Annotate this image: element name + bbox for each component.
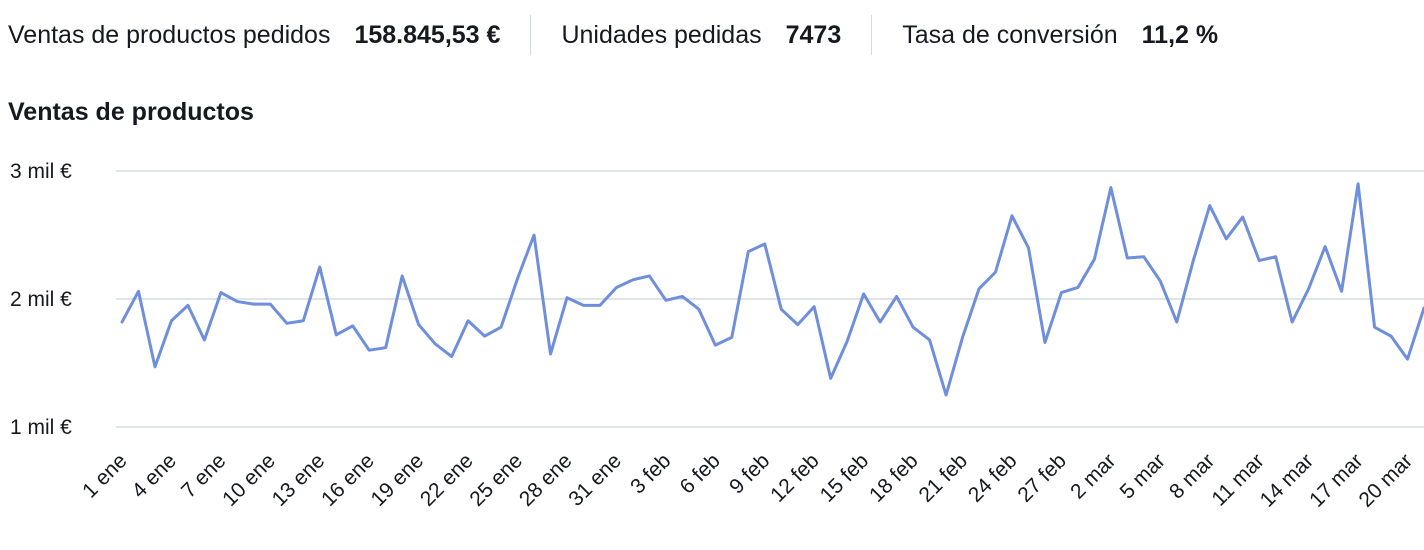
metric-label: Ventas de productos pedidos xyxy=(8,20,331,49)
metric-ordered-product-sales: Ventas de productos pedidos 158.845,53 € xyxy=(8,14,500,56)
metric-units-ordered: Unidades pedidas 7473 xyxy=(561,14,841,56)
metrics-bar: Ventas de productos pedidos 158.845,53 €… xyxy=(8,14,1218,56)
series-layer xyxy=(120,182,1424,397)
gridlines xyxy=(116,170,1424,428)
metric-divider xyxy=(871,15,873,55)
x-tick-label: 28 ene xyxy=(515,449,577,511)
x-tick-label: 11 mar xyxy=(1207,449,1268,510)
x-tick-label: 13 ene xyxy=(268,449,330,511)
x-tick-label: 3 feb xyxy=(626,449,675,498)
x-tick-label: 15 feb xyxy=(816,449,874,507)
metric-value: 11,2 % xyxy=(1141,20,1219,49)
series-line-ventas xyxy=(120,182,1424,397)
x-tick-label: 2 mar xyxy=(1066,449,1120,503)
x-tick-label: 6 feb xyxy=(676,449,725,498)
x-tick-label: 14 mar xyxy=(1256,449,1318,511)
y-tick-label: 2 mil € xyxy=(10,288,72,311)
metric-conversion-rate: Tasa de conversión 11,2 % xyxy=(902,14,1218,56)
x-tick-label: 10 ene xyxy=(218,449,280,511)
x-tick-label: 24 feb xyxy=(964,449,1022,507)
x-tick-label: 31 ene xyxy=(564,449,626,511)
x-tick-label: 12 feb xyxy=(766,449,824,507)
x-tick-label: 5 mar xyxy=(1116,449,1170,503)
x-tick-label: 1 ene xyxy=(78,449,131,502)
x-tick-label: 16 ene xyxy=(317,449,379,511)
x-tick-label: 25 ene xyxy=(465,449,527,511)
metric-value: 158.845,53 € xyxy=(354,20,501,49)
x-tick-label: 19 ene xyxy=(367,449,429,511)
metric-label: Tasa de conversión xyxy=(902,20,1118,49)
metric-label: Unidades pedidas xyxy=(561,20,762,49)
x-tick-label: 20 mar xyxy=(1355,449,1417,511)
x-tick-label: 18 feb xyxy=(865,449,923,507)
metric-value: 7473 xyxy=(785,20,842,49)
y-tick-label: 3 mil € xyxy=(10,160,72,183)
chart-title: Ventas de productos xyxy=(8,98,254,126)
y-tick-label: 1 mil € xyxy=(10,416,72,439)
x-tick-label: 22 ene xyxy=(416,449,478,511)
x-tick-label: 27 feb xyxy=(1013,449,1071,507)
x-tick-label: 4 ene xyxy=(128,449,181,502)
x-tick-label: 21 feb xyxy=(915,449,973,507)
x-tick-label: 17 mar xyxy=(1305,449,1367,511)
y-axis-ticks: 3 mil € 2 mil € 1 mil € xyxy=(10,160,72,439)
metric-divider xyxy=(530,15,532,55)
